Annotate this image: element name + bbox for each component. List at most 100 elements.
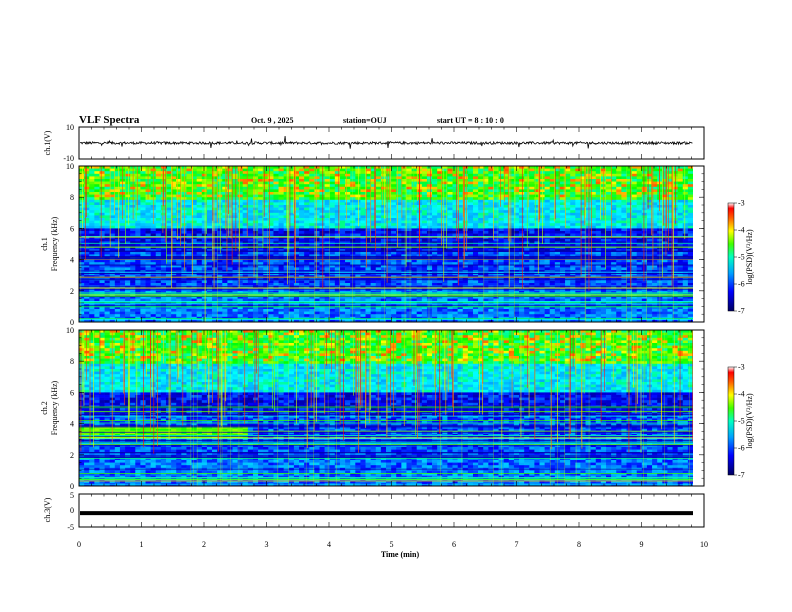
spectrogram-cell (355, 182, 360, 185)
spectrogram-cell (381, 176, 386, 179)
spectrogram-cell (110, 254, 115, 257)
spectrogram-cell (550, 244, 555, 247)
spectrogram-cell (125, 260, 130, 263)
spectrogram-cell (560, 234, 565, 237)
spectrogram-cell (79, 267, 84, 270)
spectrogram-cell (468, 187, 473, 190)
spectrogram-cell (94, 169, 99, 172)
spectrogram-cell (575, 189, 580, 192)
spectrogram-cell (381, 267, 386, 270)
spectrogram-cell (637, 176, 642, 179)
spectrogram-cell (371, 267, 376, 270)
spectrogram-cell (197, 195, 202, 198)
spectrogram-cell (509, 252, 514, 255)
spectrogram-cell (360, 231, 365, 234)
spectrogram-cell (207, 244, 212, 247)
spectrogram-cell (519, 221, 524, 224)
spectrogram-cell (586, 176, 591, 179)
spectrogram-cell (678, 223, 683, 226)
spectrogram-cell (545, 171, 550, 174)
spectrogram-cell (279, 197, 284, 200)
spectrogram-cell (570, 226, 575, 229)
spectrogram-cell (207, 184, 212, 187)
spectrogram-cell (140, 200, 145, 203)
spectrogram-cell (529, 215, 534, 218)
spectrogram-cell (391, 179, 396, 182)
spectrogram-cell (309, 174, 314, 177)
spectrogram-cell (151, 260, 156, 263)
spectrogram-cell (156, 221, 161, 224)
spectrogram-cell (89, 244, 94, 247)
spectrogram-cell (330, 218, 335, 221)
spectrogram-cell (488, 218, 493, 221)
spectrogram-cell (105, 182, 110, 185)
spectrogram-cell (140, 184, 145, 187)
spectrogram-cell (560, 244, 565, 247)
spectrogram-cell (570, 218, 575, 221)
spectrogram-cell (391, 174, 396, 177)
spectrogram-cell (488, 228, 493, 231)
spectrogram-cell (468, 252, 473, 255)
spectrogram-cell (560, 221, 565, 224)
spectrogram-cell (678, 218, 683, 221)
spectrogram-cell (621, 254, 626, 257)
spectrogram-cell (345, 223, 350, 226)
spectrogram-cell (89, 218, 94, 221)
spectrogram-cell (616, 171, 621, 174)
spectrogram-cell (396, 182, 401, 185)
spectrogram-cell (89, 267, 94, 270)
spectrogram-cell (488, 226, 493, 229)
spectrogram-cell (299, 205, 304, 208)
spectrogram-cell (560, 187, 565, 190)
spectrogram-cell (427, 195, 432, 198)
spectrogram-cell (626, 221, 631, 224)
spectrogram-cell (683, 171, 688, 174)
spectrogram-cell (499, 174, 504, 177)
spectrogram-cell (238, 182, 243, 185)
spectrogram-cell (94, 221, 99, 224)
spectrogram-cell (406, 208, 411, 211)
spectrogram-cell (637, 187, 642, 190)
spectrogram-cell (304, 169, 309, 172)
spectrogram-cell (105, 228, 110, 231)
spectrogram-cell (473, 184, 478, 187)
spectrogram-cell (611, 239, 616, 242)
spectrogram-cell (422, 226, 427, 229)
spectrogram-cell (575, 226, 580, 229)
spectrogram-cell (616, 195, 621, 198)
spectrogram-cell (197, 239, 202, 242)
spectrogram-cell (545, 228, 550, 231)
spectrogram-cell (412, 182, 417, 185)
spectrogram-cell (621, 182, 626, 185)
spectrogram-cell (540, 267, 545, 270)
spectrogram-cell (468, 228, 473, 231)
spectrogram-cell (299, 218, 304, 221)
spectrogram-cell (432, 252, 437, 255)
spectrogram-cell (299, 171, 304, 174)
spectrogram-cell (279, 189, 284, 192)
spectrogram-cell (197, 208, 202, 211)
spectrogram-cell (447, 231, 452, 234)
spectrogram-cell (586, 234, 591, 237)
spectrogram-cell (273, 171, 278, 174)
spectrogram-cell (381, 239, 386, 242)
spectrogram-cell (488, 176, 493, 179)
spectrogram-cell (611, 234, 616, 237)
spectrogram-cell (186, 205, 191, 208)
spectrogram-cell (94, 210, 99, 213)
spectrogram-cell (519, 239, 524, 242)
spectrogram-cell (422, 205, 427, 208)
spectrogram-cell (273, 184, 278, 187)
spectrogram-cell (396, 208, 401, 211)
spectrogram-cell (519, 182, 524, 185)
spectrogram-cell (396, 192, 401, 195)
spectrogram-cell (678, 254, 683, 257)
spectrogram-cell (422, 179, 427, 182)
spectrogram-cell (391, 184, 396, 187)
spectrogram-cell (560, 189, 565, 192)
spectrogram-cell (616, 260, 621, 263)
spectrogram-cell (545, 169, 550, 172)
spectrogram-cell (555, 252, 560, 255)
spectrogram-cell (493, 267, 498, 270)
spectrogram-cell (238, 171, 243, 174)
